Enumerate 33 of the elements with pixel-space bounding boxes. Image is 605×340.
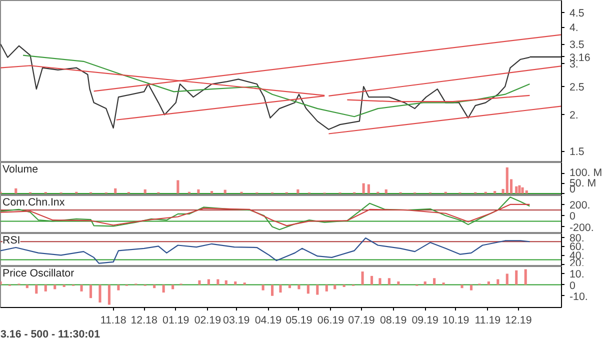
y-tick-label: 0 <box>570 184 576 196</box>
y-tick-label: 3.5 <box>570 39 584 52</box>
x-tick-label: 09.19 <box>412 314 439 326</box>
chart-title: RSI <box>2 234 20 246</box>
y-tick-label: -10. <box>570 290 588 303</box>
x-tick-label: 11.18 <box>100 314 126 326</box>
y-tick-label: 2. <box>570 110 578 122</box>
x-tick-label: 05.19 <box>286 314 312 326</box>
x-tick-label: 02.19 <box>194 314 222 326</box>
y-tick-label: 100. M <box>570 167 602 180</box>
x-tick-label: 10.19 <box>442 314 470 326</box>
chart-title: Price Oscillator <box>2 268 75 280</box>
x-tick-label: 08.19 <box>380 314 407 326</box>
y-tick-label: 1.5 <box>570 146 584 158</box>
x-tick-label: 07.19 <box>348 314 375 326</box>
x-tick-label: 01.19 <box>162 314 190 326</box>
y-tick-label: 10. <box>570 268 584 281</box>
x-tick-label: 11.19 <box>474 314 501 326</box>
x-tick-label: 03.19 <box>223 314 250 326</box>
y-tick-label: 2.5 <box>570 82 584 94</box>
y-tick-label: -200. <box>570 222 594 234</box>
y-tick-label: 0 <box>570 210 576 223</box>
x-tick-label: 12.18 <box>130 314 158 326</box>
text: 3.16 - 500 - 11:30:01 <box>0 328 100 340</box>
x-tick-label: 12.19 <box>505 314 532 326</box>
chart-title: Com.Chn.Inx <box>2 196 66 208</box>
y-tick-label: 200. <box>570 199 590 212</box>
y-tick-label: 4.5 <box>570 7 584 20</box>
x-tick-label: 06.19 <box>317 314 344 326</box>
y-tick-label: 4. <box>570 22 578 34</box>
chart-title: Volume <box>2 164 38 176</box>
x-tick-label: 04.19 <box>254 314 282 326</box>
y-tick-label: 0 <box>570 280 576 292</box>
